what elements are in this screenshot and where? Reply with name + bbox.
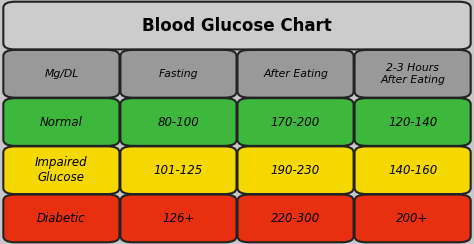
FancyBboxPatch shape — [3, 194, 119, 242]
FancyBboxPatch shape — [355, 50, 471, 98]
Text: 101-125: 101-125 — [154, 164, 203, 177]
Text: Mg/DL: Mg/DL — [44, 69, 79, 79]
Text: 80-100: 80-100 — [157, 115, 200, 129]
FancyBboxPatch shape — [3, 98, 119, 146]
FancyBboxPatch shape — [355, 146, 471, 194]
FancyBboxPatch shape — [120, 194, 237, 242]
FancyBboxPatch shape — [355, 194, 471, 242]
FancyBboxPatch shape — [120, 98, 237, 146]
Text: 200+: 200+ — [396, 212, 429, 225]
FancyBboxPatch shape — [355, 98, 471, 146]
Text: 126+: 126+ — [162, 212, 195, 225]
Text: Fasting: Fasting — [159, 69, 198, 79]
Text: 2-3 Hours
After Eating: 2-3 Hours After Eating — [380, 63, 445, 85]
FancyBboxPatch shape — [237, 146, 354, 194]
FancyBboxPatch shape — [3, 146, 119, 194]
FancyBboxPatch shape — [3, 2, 471, 50]
Text: 140-160: 140-160 — [388, 164, 437, 177]
FancyBboxPatch shape — [120, 50, 237, 98]
Text: 190-230: 190-230 — [271, 164, 320, 177]
FancyBboxPatch shape — [237, 50, 354, 98]
FancyBboxPatch shape — [237, 98, 354, 146]
FancyBboxPatch shape — [3, 50, 119, 98]
Text: Impaired
Glucose: Impaired Glucose — [35, 156, 88, 184]
Text: 220-300: 220-300 — [271, 212, 320, 225]
FancyBboxPatch shape — [120, 146, 237, 194]
Text: Normal: Normal — [40, 115, 83, 129]
Text: 120-140: 120-140 — [388, 115, 437, 129]
Text: Blood Glucose Chart: Blood Glucose Chart — [142, 17, 332, 35]
Text: 170-200: 170-200 — [271, 115, 320, 129]
Text: After Eating: After Eating — [263, 69, 328, 79]
Text: Diabetic: Diabetic — [37, 212, 86, 225]
FancyBboxPatch shape — [237, 194, 354, 242]
